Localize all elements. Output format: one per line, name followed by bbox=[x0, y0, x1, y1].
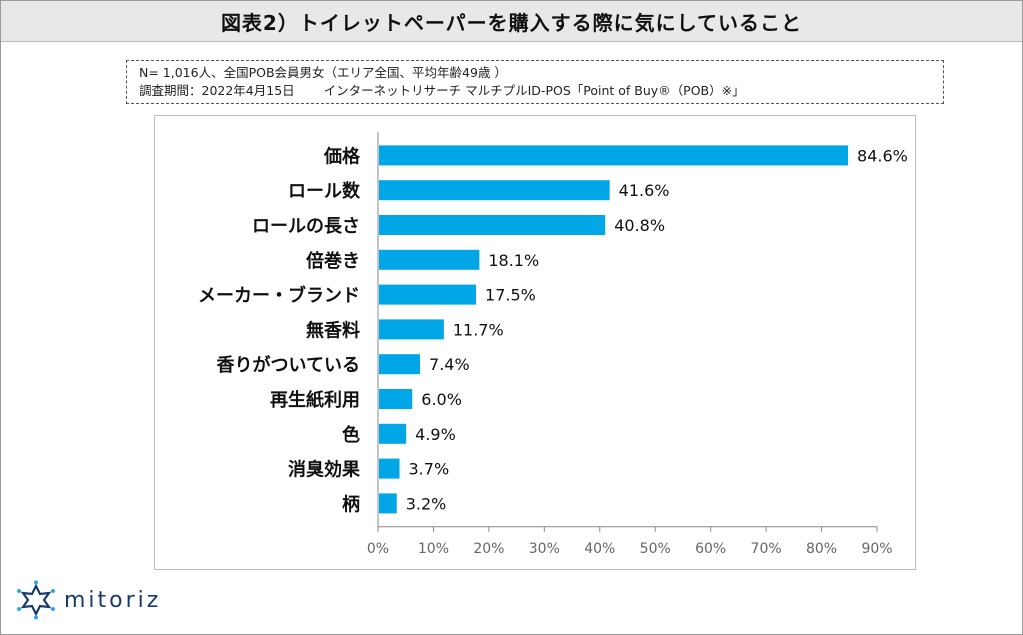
category-label-0: 価格 bbox=[323, 145, 361, 167]
value-label-7: 6.0% bbox=[421, 390, 462, 409]
value-label-10: 3.2% bbox=[406, 494, 447, 513]
category-label-9: 消臭効果 bbox=[288, 459, 361, 481]
bar-chart: 価格 84.6% ロール数 41.6% ロールの長さ 40.8% 倍巻き 18.1% メーカー・… bbox=[198, 132, 908, 557]
figure-title: 図表2）トイレットペーパーを購入する際に気にしていること bbox=[220, 10, 803, 35]
bar-9 bbox=[379, 458, 400, 479]
category-label-6: 香りがついている bbox=[216, 354, 360, 376]
x-tick-label-7: 70% bbox=[751, 541, 782, 557]
category-label-1: ロール数 bbox=[288, 180, 361, 202]
title-bar: 図表2）トイレットペーパーを購入する際に気にしていること bbox=[1, 1, 1022, 42]
value-label-6: 7.4% bbox=[429, 355, 470, 374]
value-label-5: 11.7% bbox=[453, 320, 504, 339]
bar-4 bbox=[379, 284, 477, 305]
x-tick-label-1: 10% bbox=[418, 541, 449, 557]
brand-logo: mitoriz bbox=[16, 578, 161, 622]
bar-6 bbox=[379, 354, 421, 375]
x-tick-label-6: 60% bbox=[695, 541, 726, 557]
category-label-5: 無香料 bbox=[306, 319, 360, 341]
category-label-8: 色 bbox=[342, 424, 360, 446]
category-label-4: メーカー・ブランド bbox=[198, 285, 360, 307]
value-label-2: 40.8% bbox=[614, 216, 665, 235]
value-label-4: 17.5% bbox=[485, 286, 536, 305]
value-label-0: 84.6% bbox=[857, 146, 908, 165]
survey-sample-note: N= 1,016人、全国POB会員男女（エリア全国、平均年齢49歳 ） bbox=[139, 65, 507, 80]
x-tick-label-4: 40% bbox=[584, 541, 615, 557]
category-label-2: ロールの長さ bbox=[252, 216, 360, 237]
x-tick-label-0: 0% bbox=[367, 541, 389, 557]
x-tick-label-8: 80% bbox=[806, 541, 837, 557]
x-tick-label-9: 90% bbox=[861, 541, 892, 557]
value-label-8: 4.9% bbox=[415, 425, 456, 444]
x-tick-label-5: 50% bbox=[640, 541, 671, 557]
bar-2 bbox=[379, 215, 606, 235]
chart-area: 価格 84.6% ロール数 41.6% ロールの長さ 40.8% 倍巻き 18.1% メーカー・… bbox=[154, 115, 916, 570]
survey-period-note: 調査期間：2022年4月15日 インターネットリサーチ マルチプルID-POS「… bbox=[139, 83, 745, 98]
x-tick-label-3: 30% bbox=[529, 541, 560, 557]
bar-7 bbox=[379, 389, 413, 409]
value-label-3: 18.1% bbox=[488, 251, 539, 270]
x-tick-label-2: 20% bbox=[473, 541, 504, 557]
bar-0 bbox=[379, 145, 849, 166]
bar-10 bbox=[379, 493, 397, 514]
value-label-9: 3.7% bbox=[409, 460, 450, 479]
bar-8 bbox=[379, 423, 407, 444]
bar-3 bbox=[379, 249, 480, 270]
survey-note: N= 1,016人、全国POB会員男女（エリア全国、平均年齢49歳 ） 調査期間… bbox=[126, 60, 944, 104]
brand-name: mitoriz bbox=[64, 587, 162, 613]
category-label-10: 柄 bbox=[342, 494, 360, 515]
category-label-7: 再生紙利用 bbox=[270, 389, 360, 411]
bar-1 bbox=[379, 180, 610, 201]
bar-5 bbox=[379, 319, 444, 340]
starburst-logo-icon bbox=[17, 580, 55, 620]
category-label-3: 倍巻き bbox=[306, 250, 360, 272]
value-label-1: 41.6% bbox=[619, 181, 670, 200]
